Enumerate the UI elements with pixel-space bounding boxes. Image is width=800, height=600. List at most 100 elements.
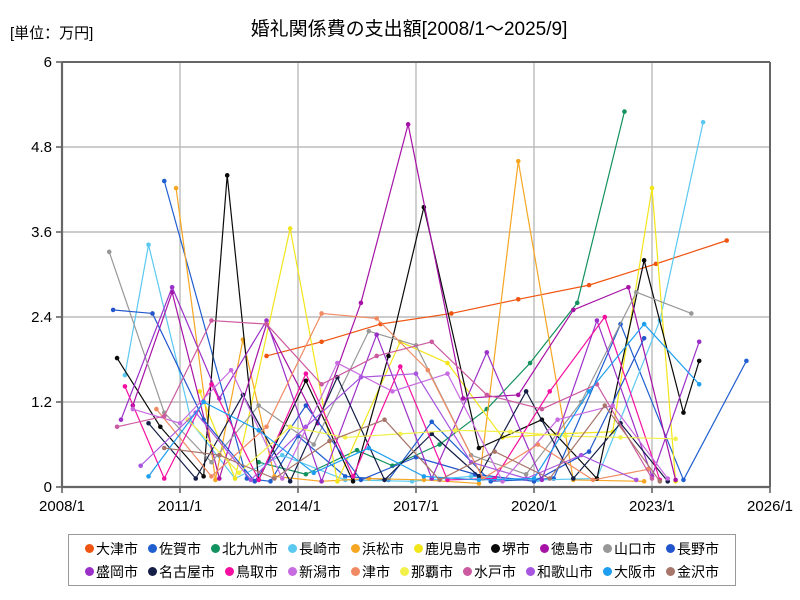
series-marker bbox=[319, 339, 324, 345]
series-marker bbox=[696, 381, 702, 387]
series-marker bbox=[248, 477, 254, 483]
series-marker bbox=[700, 119, 706, 125]
legend-item-北九州市[interactable]: 北九州市 bbox=[211, 542, 278, 556]
series-新潟市 bbox=[130, 360, 671, 484]
series-marker bbox=[279, 476, 285, 481]
series-marker bbox=[539, 406, 545, 412]
series-marker bbox=[358, 300, 364, 306]
legend-label: 和歌山市 bbox=[537, 563, 593, 580]
legend-item-浜松市[interactable]: 浜松市 bbox=[351, 542, 404, 556]
series-marker bbox=[110, 307, 116, 313]
series-marker bbox=[382, 417, 387, 423]
series-marker bbox=[138, 463, 143, 469]
legend-item-佐賀市[interactable]: 佐賀市 bbox=[148, 542, 201, 556]
series-marker bbox=[586, 282, 592, 288]
series-marker bbox=[154, 406, 159, 412]
series-marker bbox=[515, 296, 521, 302]
series-marker bbox=[602, 314, 608, 320]
legend-item-水戸市[interactable]: 水戸市 bbox=[463, 565, 516, 579]
series-marker bbox=[413, 371, 419, 376]
series-marker bbox=[114, 424, 120, 430]
series-marker bbox=[161, 476, 167, 481]
series-marker bbox=[287, 424, 293, 430]
series-marker bbox=[571, 476, 576, 481]
legend-item-津市[interactable]: 津市 bbox=[351, 565, 390, 579]
line-chart-plot: 0 1.2 2.4 3.6 4.8 6 2008/1 2011/1 2014/1 2017/1 20… bbox=[31, 54, 793, 515]
series-marker bbox=[256, 477, 261, 483]
series-marker bbox=[724, 238, 730, 243]
series-marker bbox=[571, 307, 576, 313]
legend-item-徳島市[interactable]: 徳島市 bbox=[540, 542, 593, 556]
series-marker bbox=[421, 474, 427, 479]
series-marker bbox=[696, 358, 702, 364]
series-marker bbox=[484, 392, 490, 398]
legend-item-名古屋市[interactable]: 名古屋市 bbox=[148, 565, 215, 579]
legend-item-大阪市[interactable]: 大阪市 bbox=[603, 565, 656, 579]
series-marker bbox=[303, 424, 309, 430]
series-marker bbox=[539, 477, 545, 483]
series-marker bbox=[531, 476, 537, 481]
series-marker bbox=[445, 477, 450, 483]
legend-item-金沢市[interactable]: 金沢市 bbox=[666, 565, 719, 579]
series-marker bbox=[681, 477, 686, 483]
series-marker bbox=[264, 318, 269, 323]
series-marker bbox=[476, 477, 482, 483]
series-marker bbox=[268, 479, 273, 484]
series-line bbox=[163, 180, 747, 482]
series-line bbox=[265, 239, 728, 357]
series-marker bbox=[429, 419, 435, 425]
series-marker bbox=[476, 481, 482, 486]
legend-item-新潟市[interactable]: 新潟市 bbox=[288, 565, 341, 579]
series-marker bbox=[287, 479, 293, 484]
series-marker bbox=[535, 442, 541, 447]
series-marker bbox=[303, 378, 309, 384]
legend-marker-icon bbox=[540, 544, 549, 553]
series-marker bbox=[319, 479, 324, 484]
legend-label: 大阪市 bbox=[614, 563, 656, 580]
legend-item-堺市[interactable]: 堺市 bbox=[491, 542, 530, 556]
legend-item-長野市[interactable]: 長野市 bbox=[666, 542, 719, 556]
legend-item-那覇市[interactable]: 那覇市 bbox=[400, 565, 453, 579]
y-tick-label: 6 bbox=[44, 54, 52, 71]
legend-item-山口市[interactable]: 山口市 bbox=[603, 542, 656, 556]
series-marker bbox=[374, 332, 379, 338]
legend-marker-icon bbox=[288, 567, 297, 576]
legend-marker-icon bbox=[85, 567, 94, 576]
series-marker bbox=[232, 476, 238, 481]
series-marker bbox=[197, 389, 202, 394]
series-堺市 bbox=[114, 173, 702, 484]
series-marker bbox=[146, 242, 151, 248]
series-marker bbox=[193, 476, 199, 481]
x-tick-label: 2026/1 bbox=[747, 498, 793, 515]
series-marker bbox=[657, 479, 663, 484]
series-長野市 bbox=[110, 307, 647, 484]
series-line bbox=[108, 251, 692, 475]
series-marker bbox=[256, 403, 261, 408]
series-marker bbox=[335, 479, 340, 484]
series-line bbox=[147, 376, 669, 482]
series-金沢市 bbox=[161, 403, 663, 484]
series-marker bbox=[130, 406, 136, 412]
series-marker bbox=[555, 417, 560, 423]
series-marker bbox=[173, 185, 179, 191]
series-marker bbox=[319, 381, 324, 387]
series-marker bbox=[236, 470, 242, 476]
series-marker bbox=[169, 284, 175, 290]
legend-item-大津市[interactable]: 大津市 bbox=[85, 542, 138, 556]
series-marker bbox=[641, 321, 647, 327]
legend-item-和歌山市[interactable]: 和歌山市 bbox=[526, 565, 593, 579]
legend-label: 徳島市 bbox=[551, 540, 593, 557]
legend-item-鳥取市[interactable]: 鳥取市 bbox=[225, 565, 278, 579]
legend-item-盛岡市[interactable]: 盛岡市 bbox=[85, 565, 138, 579]
series-marker bbox=[390, 389, 395, 394]
legend-marker-icon bbox=[148, 544, 157, 553]
series-marker bbox=[114, 355, 120, 361]
series-marker bbox=[264, 353, 269, 359]
series-marker bbox=[350, 479, 356, 484]
legend-marker-icon bbox=[351, 544, 360, 553]
series-marker bbox=[523, 389, 529, 394]
legend-item-鹿児島市[interactable]: 鹿児島市 bbox=[414, 542, 481, 556]
series-line bbox=[132, 123, 677, 481]
legend-label: 北九州市 bbox=[222, 540, 278, 557]
legend-item-長崎市[interactable]: 長崎市 bbox=[288, 542, 341, 556]
